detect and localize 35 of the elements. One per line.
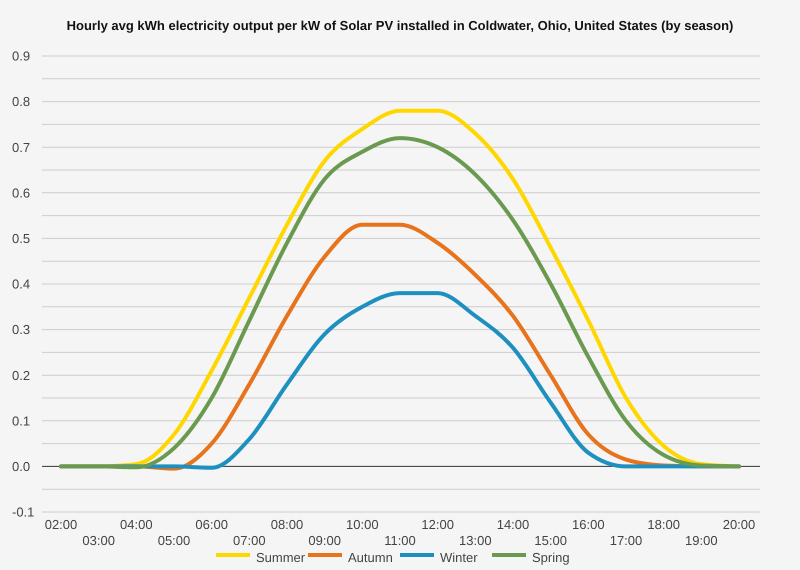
y-tick-label: 0.0 xyxy=(12,458,30,474)
x-tick-label: 14:00 xyxy=(496,517,530,532)
legend-label: Summer xyxy=(256,550,306,565)
y-tick-label: 0.1 xyxy=(12,413,30,428)
legend-label: Autumn xyxy=(348,550,393,565)
y-tick-label: 0.8 xyxy=(12,94,30,110)
x-tick-label: 08:00 xyxy=(270,517,304,532)
y-tick-label: 0.4 xyxy=(12,276,30,292)
y-tick-label: 0.7 xyxy=(12,140,30,155)
x-tick-label: 19:00 xyxy=(685,533,718,548)
x-tick-label: 02:00 xyxy=(44,517,78,532)
chart-title: Hourly avg kWh electricity output per kW of Solar PV installed in Coldwater, Ohio, United States (by season) xyxy=(66,18,734,33)
x-tick-label: 10:00 xyxy=(346,517,379,532)
x-tick-label: 17:00 xyxy=(610,533,642,548)
y-tick-label: 0.5 xyxy=(12,230,30,246)
legend-label: Spring xyxy=(532,550,570,565)
legend-label: Winter xyxy=(440,550,478,565)
y-tick-label: -0.1 xyxy=(12,504,34,520)
x-tick-label: 11:00 xyxy=(384,533,416,548)
x-tick-label: 05:00 xyxy=(158,533,190,548)
x-tick-label: 09:00 xyxy=(308,533,341,548)
x-tick-label: 12:00 xyxy=(421,517,454,532)
x-tick-label: 13:00 xyxy=(459,533,492,548)
y-tick-label: 0.6 xyxy=(12,185,30,200)
y-tick-label: 0.2 xyxy=(12,368,30,383)
x-tick-label: 07:00 xyxy=(233,533,266,548)
x-tick-label: 20:00 xyxy=(722,517,756,532)
x-tick-label: 15:00 xyxy=(534,533,567,548)
x-tick-label: 04:00 xyxy=(120,517,153,532)
x-tick-label: 06:00 xyxy=(195,517,228,532)
x-tick-label: 03:00 xyxy=(82,533,115,548)
x-tick-label: 18:00 xyxy=(647,517,680,532)
y-tick-label: 0.3 xyxy=(12,322,30,338)
y-tick-label: 0.9 xyxy=(12,48,30,64)
x-tick-label: 16:00 xyxy=(572,517,605,532)
